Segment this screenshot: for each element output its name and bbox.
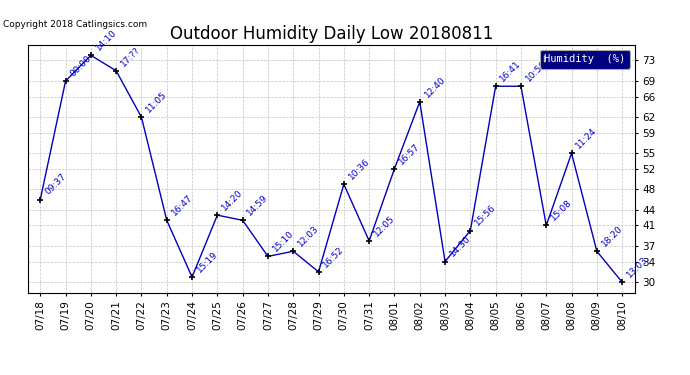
Text: 18:20: 18:20: [600, 224, 624, 249]
Text: Copyright 2018 Catlingsics.com: Copyright 2018 Catlingsics.com: [3, 20, 148, 29]
Text: 15:10: 15:10: [270, 229, 295, 254]
Text: 09:37: 09:37: [43, 172, 68, 197]
Text: 15:19: 15:19: [195, 250, 219, 274]
Text: 10:36: 10:36: [346, 157, 371, 182]
Text: 11:24: 11:24: [574, 126, 599, 150]
Text: 16:57: 16:57: [397, 141, 422, 166]
Text: 00:00: 00:00: [68, 54, 93, 78]
Text: 13:03: 13:03: [625, 255, 649, 279]
Text: 14:20: 14:20: [220, 188, 245, 212]
Text: 10:56: 10:56: [524, 59, 549, 84]
Text: 16:47: 16:47: [170, 193, 194, 217]
Text: 14:10: 14:10: [94, 28, 118, 53]
Text: 11:05: 11:05: [144, 90, 169, 114]
Text: 14:30: 14:30: [448, 234, 473, 259]
Text: 12:03: 12:03: [296, 224, 321, 249]
Legend: Humidity  (%): Humidity (%): [540, 50, 629, 69]
Text: 15:08: 15:08: [549, 198, 573, 223]
Text: 15:56: 15:56: [473, 203, 497, 228]
Text: 17:??: 17:??: [119, 45, 142, 68]
Text: 14:59: 14:59: [246, 193, 270, 217]
Text: 16:41: 16:41: [498, 59, 523, 84]
Text: 12:05: 12:05: [372, 214, 397, 238]
Text: 16:52: 16:52: [322, 244, 346, 269]
Title: Outdoor Humidity Daily Low 20180811: Outdoor Humidity Daily Low 20180811: [170, 26, 493, 44]
Text: 12:40: 12:40: [422, 75, 447, 99]
